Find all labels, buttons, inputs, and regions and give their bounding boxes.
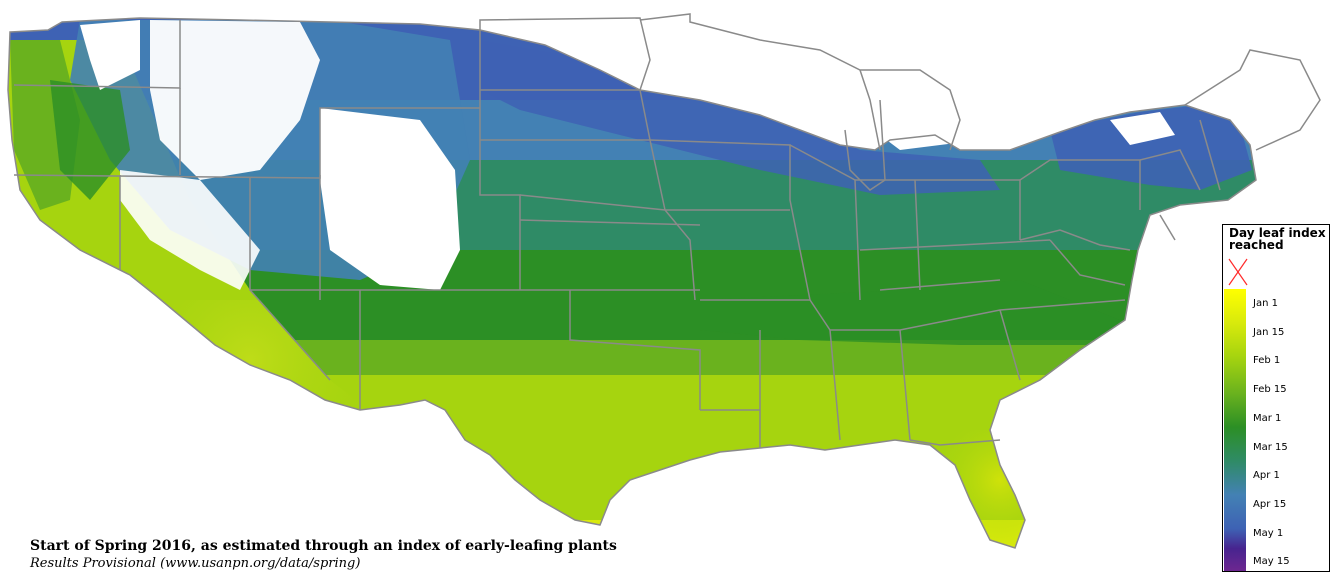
state-boundary-line [480,89,651,141]
legend-label: Feb 15 [1253,384,1287,396]
state-boundary-line [829,329,841,441]
legend-label: May 1 [1253,527,1284,539]
state-boundary-line [1019,229,1131,251]
index-region [150,20,320,180]
index-band [8,460,1256,521]
state-boundary-line [649,139,811,301]
state-boundaries [7,13,1321,549]
legend-label: Mar 15 [1253,441,1288,453]
state-boundary-line [859,69,881,151]
state-boundary-line [879,279,1001,291]
state-boundary-line [519,219,701,226]
state-boundary-line [899,329,911,441]
legend: Day leaf index reached Jan 1 Jan 15 Feb 1 F… [1222,224,1330,572]
legend-color-ramp [1224,289,1246,571]
legend-label: Jan 15 [1253,326,1285,338]
index-fill-layer [8,18,1256,548]
legend-label: May 15 [1253,556,1290,568]
map-title: Start of Spring 2016, as estimated throu… [30,538,617,554]
state-boundary-line [1199,119,1221,191]
legend-label: Mar 1 [1253,412,1282,424]
index-region [480,40,1000,195]
index-region [80,20,140,90]
legend-label: Jan 1 [1253,298,1278,309]
map-subtitle: Results Provisional (www.usanpn.org/data… [30,556,361,571]
state-boundary-line [1159,214,1176,241]
index-region [1110,112,1175,145]
legend-label: Apr 15 [1253,498,1287,510]
index-band [8,340,1256,376]
state-boundary-line [639,13,961,151]
state-boundary-line [7,17,1257,549]
state-boundary-line [479,30,521,290]
legend-title: Day leaf index reached [1229,226,1326,252]
state-boundary-line [859,239,1051,251]
index-region [320,108,460,290]
index-region [50,80,130,200]
legend-label: Apr 1 [1253,470,1280,482]
state-boundary-line [569,290,701,410]
state-boundary-line [700,299,1126,331]
index-band [8,375,1256,411]
state-boundary-line [1184,49,1321,151]
state-boundary-line [479,17,651,91]
index-region [120,170,260,290]
legend-label: Feb 1 [1253,355,1281,367]
state-boundary-line [914,179,921,291]
state-boundary-line [13,107,480,179]
state-boundary-line [909,439,1001,446]
index-region [700,280,1120,345]
red-x-icon [1227,257,1249,291]
state-boundary-line [1049,239,1126,286]
state-boundary-line [999,309,1021,381]
state-boundary-line [844,99,886,191]
index-band [8,410,1256,461]
state-boundary-line [1019,159,1141,210]
state-boundary-line [1139,149,1201,191]
